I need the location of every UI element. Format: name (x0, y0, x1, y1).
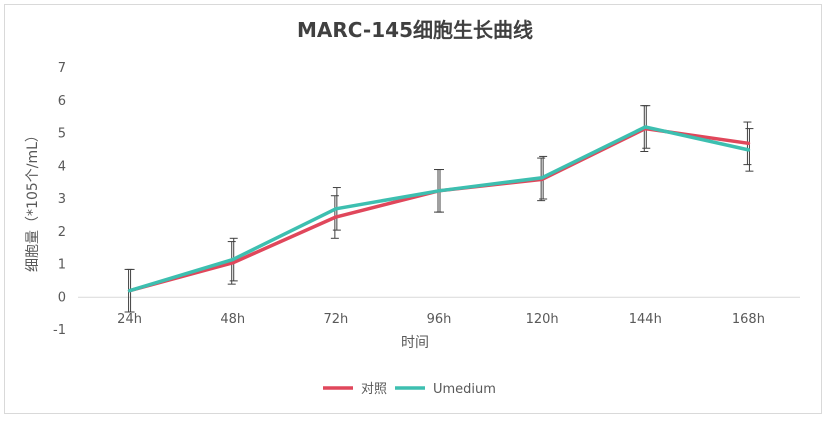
y-tick-label: 7 (58, 61, 66, 76)
x-tick-label: 48h (220, 312, 245, 327)
x-tick-label: 144h (629, 312, 662, 327)
chart-title: MARC-145细胞生长曲线 (297, 18, 533, 42)
y-tick-label: 2 (58, 225, 66, 240)
y-tick-label: 0 (58, 290, 66, 305)
y-tick-label: 3 (58, 192, 66, 207)
legend-label: Umedium (433, 382, 496, 397)
y-tick-label: 1 (58, 258, 66, 273)
x-tick-label: 120h (526, 312, 559, 327)
series-line-1 (127, 125, 751, 293)
x-axis-label: 时间 (401, 335, 429, 351)
chart-frame (4, 4, 822, 414)
y-tick-label: -1 (53, 323, 66, 338)
x-tick-label: 96h (427, 312, 452, 327)
y-tick-label: 4 (58, 159, 66, 174)
series-line-0 (127, 126, 751, 293)
x-tick-label: 72h (323, 312, 348, 327)
y-tick-label: 6 (58, 94, 66, 109)
x-tick-label: 168h (732, 312, 765, 327)
y-tick-label: 5 (58, 127, 66, 142)
legend-label: 对照 (361, 382, 387, 397)
x-tick-label: 24h (117, 312, 142, 327)
